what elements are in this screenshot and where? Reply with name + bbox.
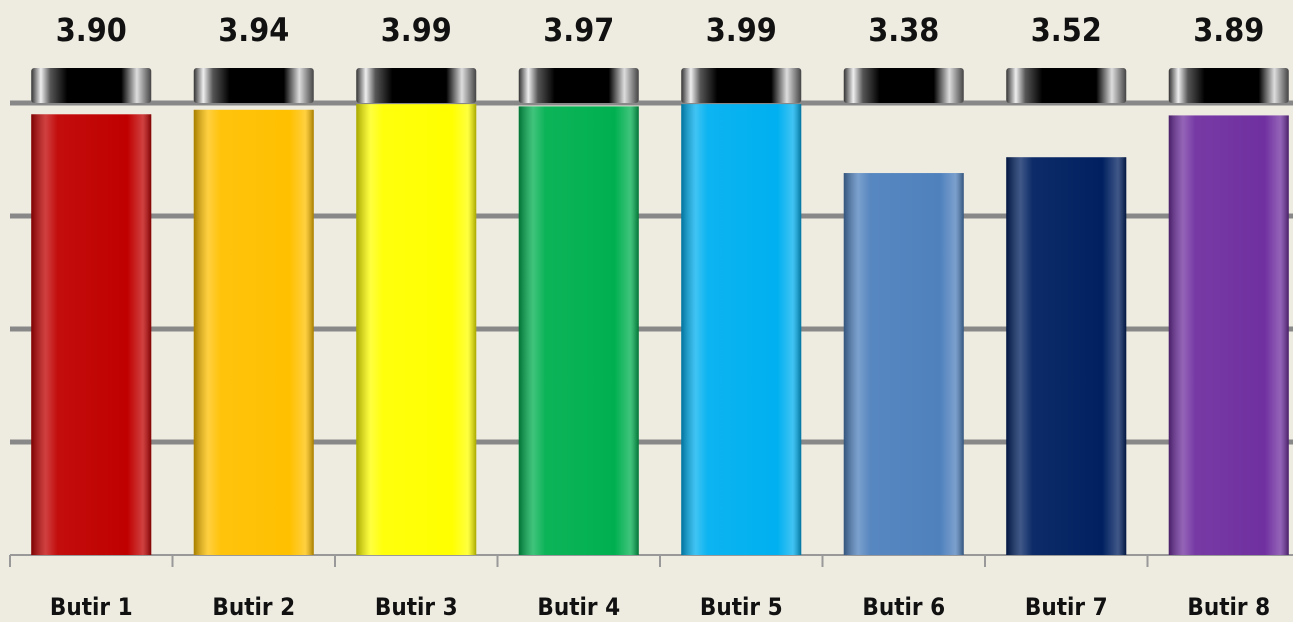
value-label: 3.99 [706, 11, 777, 49]
bar-cap [518, 68, 639, 103]
value-label: 3.89 [1193, 11, 1264, 49]
value-label: 3.97 [543, 11, 614, 49]
bar-cap [193, 68, 314, 103]
x-tick-label: Butir 8 [1187, 593, 1270, 621]
x-tick-label: Butir 3 [375, 593, 458, 621]
value-label: 3.38 [868, 11, 939, 49]
value-label: 3.94 [218, 11, 289, 49]
bar-shine [843, 173, 964, 555]
bar-cap [31, 68, 152, 103]
bar-cap [1168, 68, 1289, 103]
bar-cap [1006, 68, 1127, 103]
x-tick-label: Butir 2 [212, 593, 295, 621]
bar-shine [193, 109, 314, 555]
bar-shine [356, 104, 477, 555]
bar-shine [1006, 157, 1127, 556]
x-tick-label: Butir 5 [700, 593, 783, 621]
x-tick-label: Butir 7 [1025, 593, 1108, 621]
bar-cap [843, 68, 964, 103]
bar-shine [31, 114, 152, 556]
value-label: 3.99 [381, 11, 452, 49]
bar-shine [1168, 115, 1289, 556]
bar-shine [681, 104, 802, 555]
bar-cap [356, 68, 477, 103]
x-tick-label: Butir 4 [537, 593, 620, 621]
x-tick-label: Butir 6 [862, 593, 945, 621]
value-label: 3.90 [56, 11, 127, 49]
x-tick-label: Butir 1 [50, 593, 133, 621]
value-label: 3.52 [1031, 11, 1102, 49]
bar-cap [681, 68, 802, 103]
bar-shine [518, 106, 639, 555]
